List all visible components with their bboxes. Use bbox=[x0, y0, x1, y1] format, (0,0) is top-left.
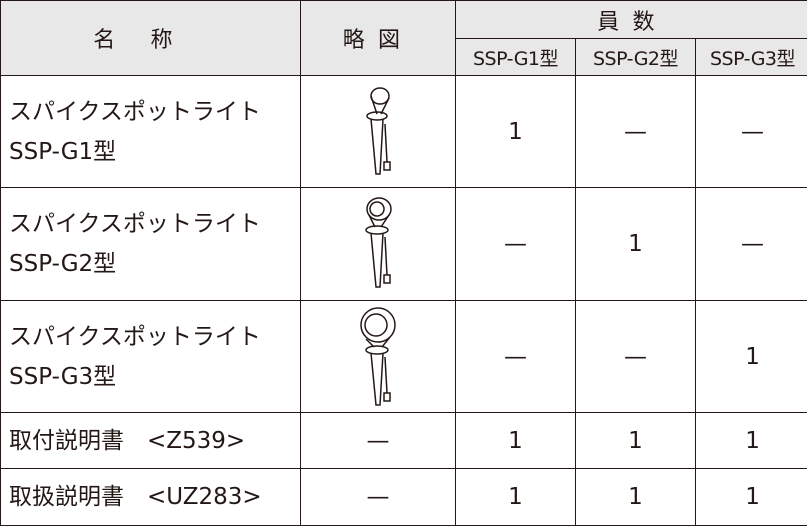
row: 取扱説明書 <UZ283> — 1 1 1 bbox=[1, 469, 807, 526]
count-cell: 1 bbox=[696, 301, 807, 413]
spotlight-icon bbox=[348, 305, 408, 409]
diagram-cell: — bbox=[301, 469, 456, 526]
name-line: 取扱説明書 <UZ283> bbox=[9, 477, 300, 517]
count-cell: 1 bbox=[696, 413, 807, 469]
name-line: SSP-G2型 bbox=[9, 244, 300, 284]
count-cell: 1 bbox=[576, 413, 696, 469]
count-cell: — bbox=[696, 76, 807, 188]
name-line: スパイクスポットライト bbox=[9, 317, 300, 357]
diagram-cell bbox=[301, 301, 456, 413]
count-cell: — bbox=[576, 76, 696, 188]
row: 取付説明書 <Z539> — 1 1 1 bbox=[1, 413, 807, 469]
name-line: スパイクスポットライト bbox=[9, 92, 300, 132]
count-cell: 1 bbox=[456, 469, 576, 526]
header-count: 員数 bbox=[456, 1, 807, 39]
header-name: 名称 bbox=[1, 1, 301, 76]
header-model: SSP-G2型 bbox=[576, 39, 696, 76]
header-model: SSP-G1型 bbox=[456, 39, 576, 76]
name-line: 取付説明書 <Z539> bbox=[9, 421, 300, 461]
count-cell: — bbox=[576, 301, 696, 413]
header-model: SSP-G3型 bbox=[696, 39, 807, 76]
diagram-cell bbox=[301, 188, 456, 301]
count-cell: — bbox=[696, 188, 807, 301]
diagram-cell bbox=[301, 76, 456, 188]
header-diagram: 略図 bbox=[301, 1, 456, 76]
count-cell: 1 bbox=[576, 188, 696, 301]
count-cell: — bbox=[456, 301, 576, 413]
count-cell: 1 bbox=[696, 469, 807, 526]
spotlight-icon bbox=[353, 84, 403, 180]
count-cell: 1 bbox=[456, 76, 576, 188]
name-line: スパイクスポットライト bbox=[9, 204, 300, 244]
diagram-cell: — bbox=[301, 413, 456, 469]
count-cell: — bbox=[456, 188, 576, 301]
count-cell: 1 bbox=[576, 469, 696, 526]
name-cell: 取付説明書 <Z539> bbox=[1, 413, 301, 469]
name-line: SSP-G1型 bbox=[9, 132, 300, 172]
name-line: SSP-G3型 bbox=[9, 357, 300, 397]
name-cell: 取扱説明書 <UZ283> bbox=[1, 469, 301, 526]
spotlight-icon bbox=[351, 195, 405, 293]
count-cell: 1 bbox=[456, 413, 576, 469]
